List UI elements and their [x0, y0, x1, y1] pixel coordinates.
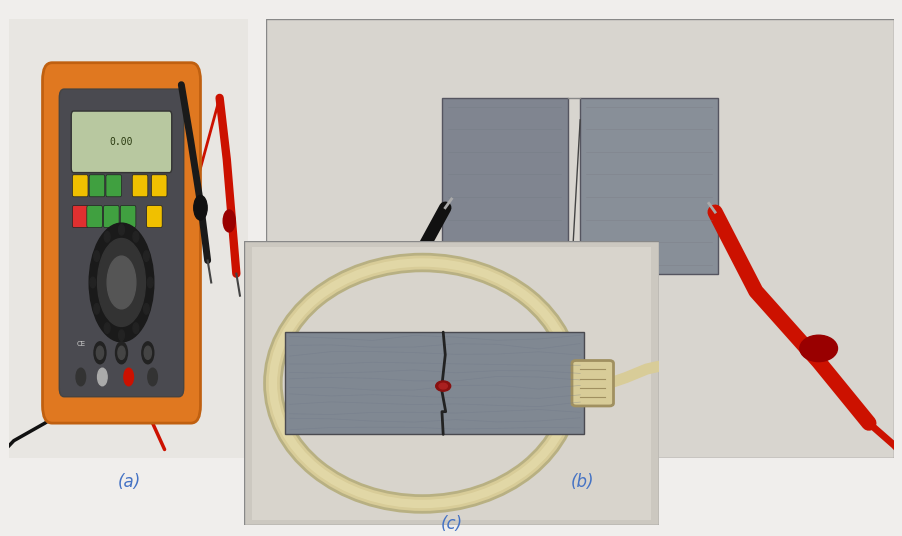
Circle shape: [107, 256, 135, 309]
Circle shape: [124, 368, 133, 386]
Text: CE: CE: [76, 341, 86, 347]
Circle shape: [351, 315, 382, 338]
Circle shape: [76, 368, 86, 386]
Text: (a): (a): [117, 473, 141, 492]
FancyBboxPatch shape: [104, 205, 119, 228]
FancyBboxPatch shape: [120, 205, 135, 228]
Circle shape: [94, 303, 99, 314]
FancyBboxPatch shape: [132, 175, 148, 197]
FancyBboxPatch shape: [72, 205, 87, 228]
Circle shape: [194, 196, 207, 220]
FancyBboxPatch shape: [87, 205, 102, 228]
Text: (b): (b): [570, 473, 594, 492]
Circle shape: [148, 368, 157, 386]
Text: 0.00: 0.00: [110, 137, 133, 147]
FancyBboxPatch shape: [89, 175, 105, 197]
Circle shape: [143, 251, 149, 262]
FancyBboxPatch shape: [106, 175, 122, 197]
Circle shape: [341, 309, 391, 344]
Circle shape: [436, 381, 450, 391]
Bar: [285, 332, 584, 434]
Circle shape: [97, 239, 145, 326]
Bar: [442, 98, 567, 274]
Circle shape: [143, 303, 149, 314]
Circle shape: [223, 210, 235, 232]
Bar: [580, 98, 717, 274]
Circle shape: [97, 368, 107, 386]
FancyBboxPatch shape: [72, 175, 87, 197]
Text: (c): (c): [440, 515, 462, 533]
Circle shape: [438, 383, 446, 389]
FancyBboxPatch shape: [71, 111, 171, 173]
Circle shape: [147, 277, 153, 288]
Circle shape: [144, 346, 152, 360]
Circle shape: [104, 232, 110, 242]
Circle shape: [94, 251, 99, 262]
FancyBboxPatch shape: [60, 89, 183, 397]
Circle shape: [118, 330, 124, 340]
Circle shape: [94, 342, 106, 364]
Circle shape: [104, 323, 110, 333]
FancyBboxPatch shape: [146, 205, 162, 228]
Circle shape: [133, 323, 139, 333]
Circle shape: [133, 232, 139, 242]
FancyBboxPatch shape: [42, 63, 200, 423]
FancyBboxPatch shape: [571, 361, 612, 406]
Circle shape: [799, 335, 836, 362]
Circle shape: [118, 225, 124, 235]
Circle shape: [142, 342, 153, 364]
FancyBboxPatch shape: [152, 175, 167, 197]
Circle shape: [115, 342, 127, 364]
Circle shape: [89, 223, 153, 342]
Circle shape: [118, 346, 125, 360]
Circle shape: [97, 346, 104, 360]
Circle shape: [90, 277, 96, 288]
